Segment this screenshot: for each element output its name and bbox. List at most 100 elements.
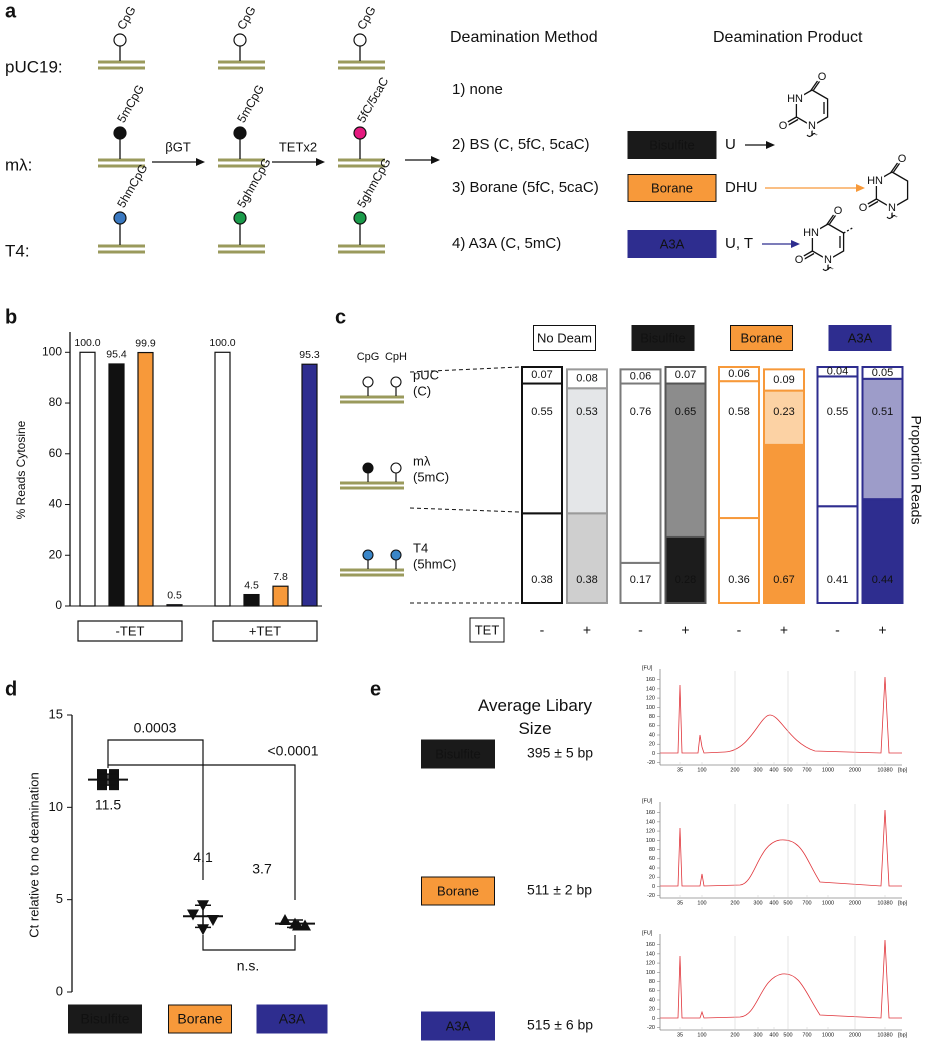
- group-badge: [828, 325, 892, 351]
- y-tick-label: 140: [646, 951, 655, 957]
- value-label: 99.9: [135, 337, 156, 349]
- bar: [243, 593, 260, 607]
- stack-segment: [763, 368, 805, 392]
- site-label: CpG: [354, 4, 378, 32]
- value-label: 0.06: [630, 370, 651, 382]
- y-axis-label: [FU]: [642, 930, 653, 936]
- x-axis-label: TET: [475, 622, 500, 637]
- x-tick-label: +: [780, 622, 788, 638]
- value-label: 0.67: [773, 574, 794, 586]
- y-tick-label: 60: [649, 856, 655, 862]
- x-tick-label: 400: [769, 1032, 778, 1038]
- error-bar: [100, 773, 116, 786]
- value-label: 0.41: [827, 574, 848, 586]
- atom: O: [898, 153, 907, 165]
- trace: [660, 809, 902, 887]
- bond: [803, 252, 815, 261]
- value-label: 0.04: [827, 366, 848, 378]
- electropherogram: -20 0 20 40 60 80 100 120 140 160 35 100 200 300 400 50…: [642, 930, 908, 1038]
- legend-marker: [362, 462, 374, 474]
- x-tick-label: 100: [697, 900, 706, 906]
- reagent-badge-label: Bisulfite: [649, 137, 695, 152]
- x-tick-label: +TET: [249, 623, 281, 638]
- mean-label: 11.5: [95, 796, 121, 812]
- y-tick-label: 20: [649, 875, 655, 881]
- reagent-badge: [627, 230, 717, 258]
- method: 4) A3A (C, 5mC): [452, 235, 561, 252]
- bar: [272, 585, 289, 607]
- y-tick-label: 0: [652, 884, 655, 890]
- x-tick-label: -: [835, 622, 840, 638]
- atom: O: [795, 254, 804, 266]
- bar: [79, 351, 96, 607]
- atom: O: [818, 71, 827, 83]
- x-tick-label: -: [638, 622, 643, 638]
- site-marker: [233, 211, 247, 225]
- category-badge-label: Bisulfite: [80, 1011, 129, 1027]
- y-tick-label: 80: [649, 979, 655, 985]
- y-axis-label: Ct relative to no deamination: [26, 772, 41, 937]
- x-label-box: [469, 617, 505, 643]
- y-tick-label: 100: [646, 970, 655, 976]
- row-label: pUC19:: [5, 57, 63, 76]
- x-tick-label: 35: [677, 900, 683, 906]
- stack-segment: [861, 377, 904, 501]
- y-tick-label: 160: [646, 942, 655, 948]
- connector: [409, 507, 521, 513]
- y-tick-label: 0: [56, 983, 63, 998]
- row-label: T4:: [5, 241, 30, 260]
- row-label: mλ:: [5, 155, 32, 174]
- atom: O: [779, 120, 788, 132]
- site-label: 5ghmCpG: [234, 156, 273, 210]
- x-tick-label: 35: [677, 1032, 683, 1038]
- bond: [889, 162, 899, 174]
- arrow-head: [791, 240, 800, 248]
- x-tick-label: 2000: [849, 900, 861, 906]
- wavy-bond: [806, 132, 818, 138]
- bar: [214, 351, 231, 607]
- atom: N: [824, 254, 832, 266]
- stack-segment: [521, 382, 563, 515]
- stack-segment: [566, 368, 608, 390]
- library-size-title: Average Libary Size: [477, 696, 593, 738]
- stack-segment: [861, 366, 904, 380]
- y-tick-label: 120: [646, 696, 655, 702]
- y-tick-label: 100: [42, 344, 62, 358]
- stack-segment: [619, 382, 662, 564]
- stack-segment: [718, 366, 760, 383]
- electropherogram: -20 0 20 40 60 80 100 120 140 160 35 100 200 300 400 50…: [642, 798, 908, 906]
- y-axis-label: [FU]: [642, 798, 653, 804]
- stack-segment: [521, 512, 563, 605]
- reagent-badge: [421, 1011, 495, 1041]
- library-size: 395 ± 5 bp: [527, 745, 593, 761]
- y-tick-label: 60: [49, 446, 63, 460]
- site-marker: [353, 33, 367, 47]
- value-label: 95.4: [106, 349, 127, 361]
- stack-segment: [718, 517, 760, 604]
- x-axis-label: [bp]: [898, 900, 908, 906]
- site-marker: [233, 33, 247, 47]
- trace: [660, 939, 902, 1019]
- y-tick-label: 140: [646, 819, 655, 825]
- atom: N: [888, 202, 896, 214]
- y-axis-label: [FU]: [642, 665, 653, 671]
- reagent-badge: [627, 131, 717, 159]
- site-label: 5ghmCpG: [354, 156, 393, 210]
- category-badge: [256, 1004, 328, 1034]
- bar: [301, 363, 318, 607]
- y-tick-label: 20: [49, 547, 63, 561]
- point: [207, 914, 219, 926]
- atom: HN: [867, 175, 883, 187]
- atom: N: [808, 120, 816, 132]
- group-badge-label: A3A: [848, 330, 873, 345]
- y-tick-label: 120: [646, 829, 655, 835]
- stack-segment: [619, 561, 662, 605]
- legend-label: pUC: [413, 367, 439, 382]
- value-label: 0.06: [728, 368, 749, 380]
- y-tick-label: 5: [56, 891, 63, 906]
- y-tick-label: 40: [649, 997, 655, 1003]
- x-tick-label: 200: [730, 767, 739, 773]
- x-tick-label: 2000: [849, 767, 861, 773]
- x-tick-label: 700: [802, 900, 811, 906]
